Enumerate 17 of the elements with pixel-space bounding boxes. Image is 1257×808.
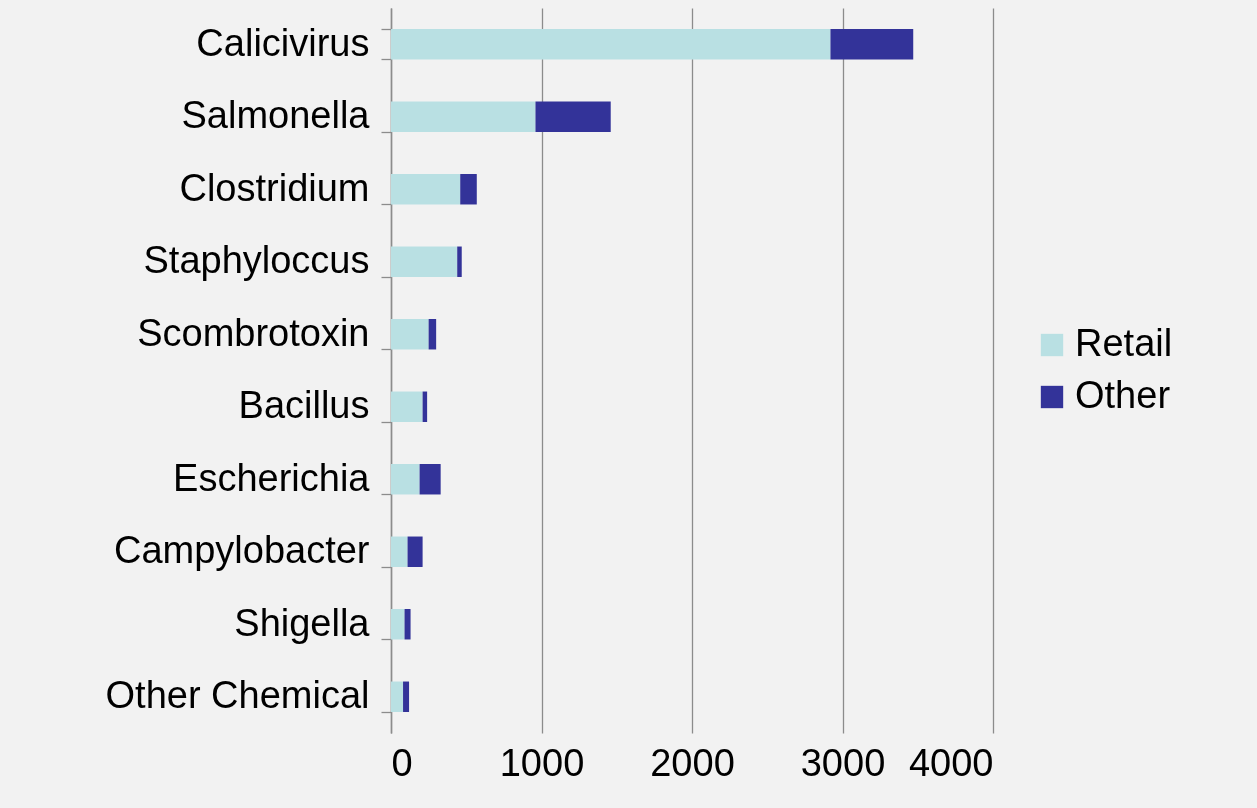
y-tick-label: Escherichia [173,456,371,499]
x-tick-label: 0 [391,741,413,784]
y-tick-label: Bacillus [238,384,370,427]
y-tick-label: Clostridium [179,166,370,209]
y-tick-label: Calicivirus [196,21,370,64]
x-tick-label: 3000 [800,741,886,784]
x-tick-label: 2000 [650,741,735,784]
y-tick-label: Salmonella [181,94,371,137]
y-tick-label: Other Chemical [105,674,370,717]
y-tick-label: Campylobacter [113,529,370,572]
legend-label: Other [1075,374,1171,416]
x-tick-label: 1000 [499,741,585,784]
x-tick-label: 4000 [908,741,994,784]
y-tick-label: Shigella [234,601,371,644]
y-tick-label: Staphyloccus [143,239,370,282]
y-tick-label: Scombrotoxin [137,311,370,354]
legend-label: Retail [1075,322,1173,364]
